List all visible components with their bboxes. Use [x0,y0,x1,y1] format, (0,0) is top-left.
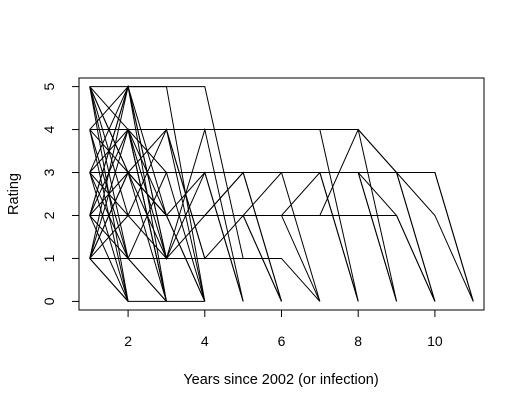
y-axis-title: Rating [6,173,22,215]
x-tick-label-6: 6 [278,333,286,349]
y-tick-label-0: 0 [41,297,57,305]
y-tick-label-1: 1 [41,254,57,262]
series-line-31 [89,258,205,302]
x-tick-label-8: 8 [354,333,362,349]
x-tick-label-2: 2 [124,333,132,349]
series-line-52 [89,84,244,302]
series-layer [89,84,474,302]
x-tick-label-4: 4 [201,333,209,349]
series-line-49 [89,129,398,302]
y-tick-label-3: 3 [41,168,57,176]
y-tick-label-4: 4 [41,125,57,133]
y-axis: 0 1 2 3 4 5 [41,82,80,305]
x-axis-title: Years since 2002 (or infection) [183,372,378,388]
x-axis: 2 4 6 8 10 [124,309,443,349]
x-tick-label-10: 10 [427,333,443,349]
y-tick-label-5: 5 [41,82,57,90]
series-line-53 [89,171,282,302]
y-tick-label-2: 2 [41,211,57,219]
